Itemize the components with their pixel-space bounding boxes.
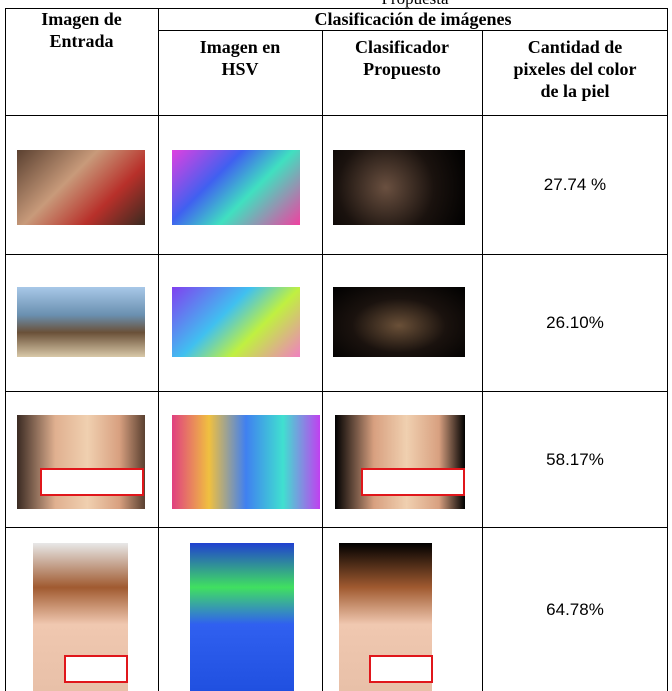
image bbox=[172, 415, 320, 509]
header-line: Entrada bbox=[49, 31, 114, 51]
table-border bbox=[5, 8, 6, 691]
percentage: 26.10% bbox=[546, 313, 604, 332]
header-cell: Clasificador Propuesto bbox=[322, 36, 482, 80]
table-border bbox=[5, 8, 668, 9]
header-cell: Imagen en HSV bbox=[158, 36, 322, 80]
header-line: Propuesto bbox=[363, 59, 441, 79]
caption: Propuesta bbox=[330, 0, 500, 9]
table-border bbox=[5, 527, 668, 528]
image bbox=[17, 150, 145, 225]
header-line: Imagen de bbox=[41, 9, 122, 29]
redaction-box bbox=[64, 655, 128, 683]
image bbox=[333, 150, 465, 225]
header-line: Clasificador bbox=[355, 37, 449, 57]
table-border bbox=[667, 8, 668, 691]
image bbox=[190, 543, 294, 691]
header-cell: Imagen de Entrada bbox=[5, 8, 158, 52]
table-border bbox=[158, 30, 668, 31]
header-cell: Cantidad de pixeles del color de la piel bbox=[482, 36, 668, 102]
image bbox=[172, 150, 300, 225]
header-line: pixeles del color bbox=[513, 59, 637, 79]
image bbox=[172, 287, 300, 357]
image bbox=[17, 287, 145, 357]
redaction-box bbox=[361, 468, 465, 496]
table-border bbox=[482, 30, 483, 691]
table-border bbox=[158, 8, 159, 691]
header-line: HSV bbox=[221, 59, 259, 79]
image bbox=[333, 287, 465, 357]
table-border bbox=[5, 391, 668, 392]
redaction-box bbox=[40, 468, 144, 496]
percentage: 27.74 % bbox=[543, 175, 607, 194]
header-line: Cantidad de bbox=[527, 37, 623, 57]
table-border bbox=[5, 254, 668, 255]
percentage: 58.17% bbox=[546, 450, 604, 469]
table-border bbox=[5, 115, 668, 116]
table-border bbox=[322, 30, 323, 691]
header-group: Clasificación de imágenes bbox=[314, 9, 512, 29]
percentage: 64.78% bbox=[546, 600, 604, 619]
header-line: de la piel bbox=[540, 81, 610, 101]
redaction-box bbox=[369, 655, 433, 683]
header-line: Imagen en bbox=[199, 37, 281, 57]
